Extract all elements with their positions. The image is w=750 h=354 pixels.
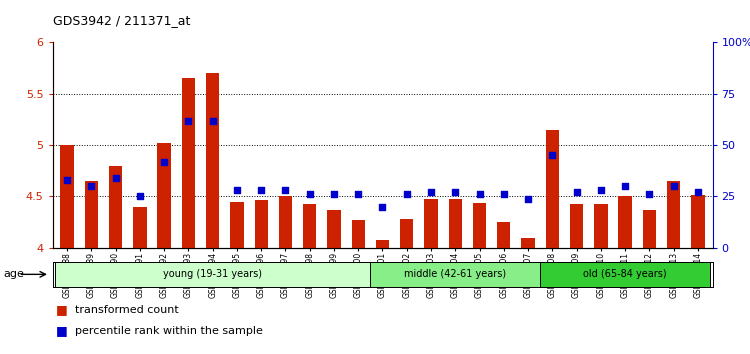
Bar	[473, 202, 486, 248]
Point	[692, 189, 704, 195]
Bar	[370, 262, 540, 287]
Bar	[352, 220, 365, 248]
Point	[280, 188, 292, 193]
Point	[231, 188, 243, 193]
Point	[110, 175, 122, 181]
Point	[255, 188, 267, 193]
Bar	[303, 204, 316, 248]
Text: ■: ■	[56, 325, 68, 337]
Bar	[448, 199, 462, 248]
Text: transformed count: transformed count	[75, 305, 178, 315]
Bar	[540, 262, 710, 287]
Point	[182, 118, 194, 123]
Text: age: age	[4, 269, 25, 279]
Point	[473, 192, 485, 197]
Bar	[400, 219, 413, 248]
Bar	[182, 78, 195, 248]
Text: percentile rank within the sample: percentile rank within the sample	[75, 326, 262, 336]
Bar	[279, 196, 292, 248]
Bar	[424, 199, 438, 248]
Bar	[327, 210, 340, 248]
Bar	[254, 200, 268, 248]
Bar	[206, 73, 219, 248]
Bar	[497, 222, 511, 248]
Text: middle (42-61 years): middle (42-61 years)	[404, 269, 506, 279]
Point	[207, 118, 219, 123]
Bar	[643, 210, 656, 248]
Point	[134, 194, 146, 199]
Point	[425, 189, 437, 195]
Text: ■: ■	[56, 303, 68, 316]
Bar	[158, 143, 171, 248]
Point	[61, 177, 73, 183]
Point	[400, 192, 412, 197]
Bar	[61, 145, 74, 248]
Point	[644, 192, 656, 197]
Point	[328, 192, 340, 197]
Point	[449, 189, 461, 195]
Bar	[376, 240, 389, 248]
Point	[522, 196, 534, 201]
Bar	[55, 262, 370, 287]
Bar	[619, 196, 632, 248]
Bar	[109, 166, 122, 248]
Bar	[230, 202, 244, 248]
Bar	[667, 181, 680, 248]
Bar	[570, 204, 584, 248]
Point	[571, 189, 583, 195]
Point	[595, 188, 607, 193]
Point	[546, 153, 558, 158]
Point	[304, 192, 316, 197]
Bar	[85, 181, 98, 248]
Point	[498, 192, 510, 197]
Point	[620, 183, 632, 189]
Bar	[546, 130, 559, 248]
Text: old (65-84 years): old (65-84 years)	[584, 269, 667, 279]
Text: young (19-31 years): young (19-31 years)	[164, 269, 262, 279]
Point	[86, 183, 98, 189]
Bar	[521, 238, 535, 248]
Bar	[692, 195, 704, 248]
Bar	[134, 207, 146, 248]
Point	[158, 159, 170, 164]
Text: GDS3942 / 211371_at: GDS3942 / 211371_at	[53, 14, 190, 27]
Bar	[594, 204, 608, 248]
Point	[668, 183, 680, 189]
Point	[352, 192, 364, 197]
Point	[376, 204, 388, 210]
